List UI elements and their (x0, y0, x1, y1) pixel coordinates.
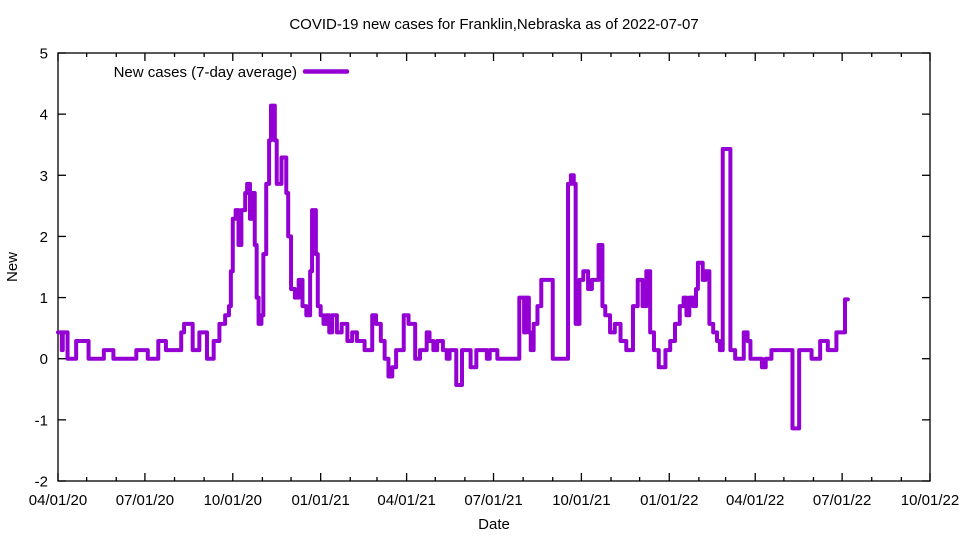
x-tick-label: 01/01/22 (640, 492, 698, 509)
y-tick-label: -2 (35, 474, 48, 491)
x-tick-label: 04/01/20 (29, 492, 87, 509)
y-tick-label: 3 (40, 168, 48, 185)
x-tick-label: 07/01/20 (116, 492, 174, 509)
x-tick-label: 10/01/21 (552, 492, 610, 509)
y-tick-label: -1 (35, 412, 48, 429)
chart-title: COVID-19 new cases for Franklin,Nebraska… (289, 16, 698, 33)
y-axis-label: New (4, 252, 21, 282)
y-tick-label: 1 (40, 290, 48, 307)
data-series (56, 103, 850, 431)
legend-label: New cases (7-day average) (114, 64, 297, 81)
legend: New cases (7-day average) (114, 64, 350, 81)
y-tick-label: 5 (40, 46, 48, 63)
x-tick-label: 10/01/22 (901, 492, 959, 509)
x-tick-label: 01/01/21 (291, 492, 349, 509)
x-tick-label: 10/01/20 (204, 492, 262, 509)
x-tick-label: 07/01/22 (813, 492, 871, 509)
x-axis-label: Date (478, 516, 510, 533)
y-tick-label: 0 (40, 351, 48, 368)
x-tick-label: 04/01/21 (377, 492, 435, 509)
new-cases-line (56, 103, 850, 431)
x-tick-label: 04/01/22 (726, 492, 784, 509)
y-tick-label: 2 (40, 229, 48, 246)
y-tick-label: 4 (40, 107, 48, 124)
x-tick-label: 07/01/21 (464, 492, 522, 509)
axes: 04/01/20 07/01/20 10/01/20 01/01/21 04/01/21… (29, 46, 959, 510)
